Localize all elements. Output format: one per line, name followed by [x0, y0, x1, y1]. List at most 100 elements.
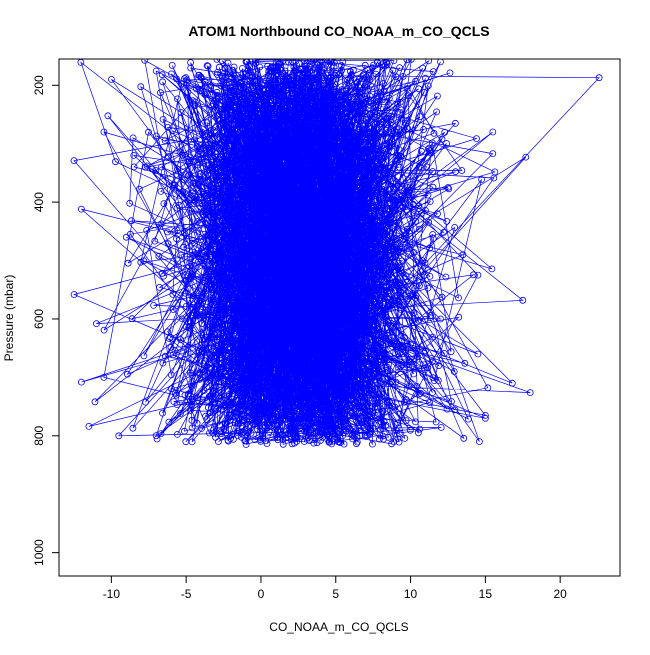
- data-point: [236, 313, 244, 321]
- data-point: [451, 406, 459, 414]
- data-point: [336, 180, 344, 187]
- data-point: [356, 432, 364, 440]
- data-point: [245, 228, 253, 236]
- data-point: [319, 271, 327, 279]
- data-point: [259, 355, 266, 363]
- data-point: [272, 252, 280, 260]
- data-point: [225, 357, 233, 365]
- data-point: [413, 383, 421, 390]
- data-point: [374, 341, 382, 349]
- data-point: [328, 193, 336, 201]
- data-point: [239, 285, 246, 293]
- data-point: [306, 350, 314, 358]
- data-point: [325, 408, 333, 416]
- data-point: [299, 251, 307, 259]
- data-point: [167, 371, 175, 379]
- data-point: [203, 189, 211, 197]
- data-point: [352, 225, 360, 233]
- data-point: [398, 106, 405, 114]
- data-point: [351, 173, 359, 181]
- data-point: [320, 117, 328, 124]
- data-point: [340, 386, 348, 394]
- data-point: [227, 126, 235, 134]
- data-point: [355, 427, 363, 435]
- data-point: [345, 236, 353, 244]
- data-point: [341, 399, 349, 407]
- data-point: [368, 145, 376, 153]
- data-point: [251, 393, 259, 401]
- data-point: [188, 438, 196, 446]
- data-point: [167, 343, 175, 351]
- data-point: [193, 218, 201, 226]
- data-point: [331, 267, 339, 275]
- data-point: [221, 65, 229, 73]
- data-point: [203, 182, 211, 190]
- data-point: [420, 126, 428, 133]
- data-point: [255, 317, 263, 325]
- data-point: [359, 258, 367, 266]
- data-point: [398, 257, 406, 265]
- data-point: [277, 343, 285, 351]
- data-point: [262, 261, 270, 269]
- data-point: [390, 438, 398, 446]
- data-point: [239, 203, 247, 211]
- data-point: [229, 318, 237, 326]
- data-point: [402, 120, 410, 128]
- data-point: [261, 108, 268, 116]
- data-point: [445, 185, 453, 193]
- data-point: [313, 76, 320, 83]
- data-point: [363, 185, 371, 193]
- data-point: [210, 321, 218, 329]
- data-point: [363, 420, 371, 428]
- data-point: [235, 247, 243, 255]
- data-point: [309, 209, 316, 217]
- data-point: [332, 169, 340, 177]
- data-point: [165, 418, 173, 426]
- data-point: [286, 325, 294, 333]
- data-point: [239, 120, 247, 127]
- data-point: [383, 337, 391, 345]
- data-point: [430, 129, 438, 137]
- data-point: [213, 95, 221, 103]
- data-point: [253, 425, 261, 433]
- data-point: [228, 398, 236, 406]
- data-point: [249, 322, 256, 330]
- data-point: [366, 110, 374, 118]
- data-point: [323, 326, 331, 334]
- data-point: [211, 191, 219, 199]
- data-point: [341, 184, 349, 192]
- data-point: [272, 183, 280, 191]
- data-point: [174, 95, 181, 103]
- data-point: [360, 122, 368, 129]
- data-point: [426, 399, 433, 407]
- data-point: [321, 344, 328, 352]
- data-point: [357, 308, 365, 316]
- data-point: [177, 336, 185, 344]
- data-point: [366, 128, 374, 136]
- data-point: [277, 118, 285, 125]
- data-point: [301, 167, 309, 175]
- data-point: [378, 185, 386, 193]
- data-point: [256, 63, 264, 71]
- data-point: [251, 373, 258, 381]
- data-point: [282, 309, 289, 317]
- data-point: [142, 398, 149, 406]
- chart-title: ATOM1 Northbound CO_NOAA_m_CO_QCLS: [188, 23, 489, 39]
- data-point: [199, 208, 207, 216]
- data-point: [233, 337, 240, 345]
- data-point: [354, 148, 362, 156]
- data-point: [351, 259, 359, 267]
- data-point: [376, 120, 384, 128]
- data-point: [279, 177, 286, 185]
- data-point: [273, 284, 281, 292]
- data-point: [341, 299, 349, 307]
- data-point: [222, 333, 230, 341]
- data-point: [150, 301, 158, 309]
- data-point: [289, 59, 297, 66]
- data-point: [332, 143, 340, 151]
- data-point: [239, 328, 247, 336]
- data-point: [294, 75, 302, 83]
- data-point: [171, 227, 179, 235]
- plot-series: [70, 59, 603, 448]
- data-point: [249, 406, 257, 414]
